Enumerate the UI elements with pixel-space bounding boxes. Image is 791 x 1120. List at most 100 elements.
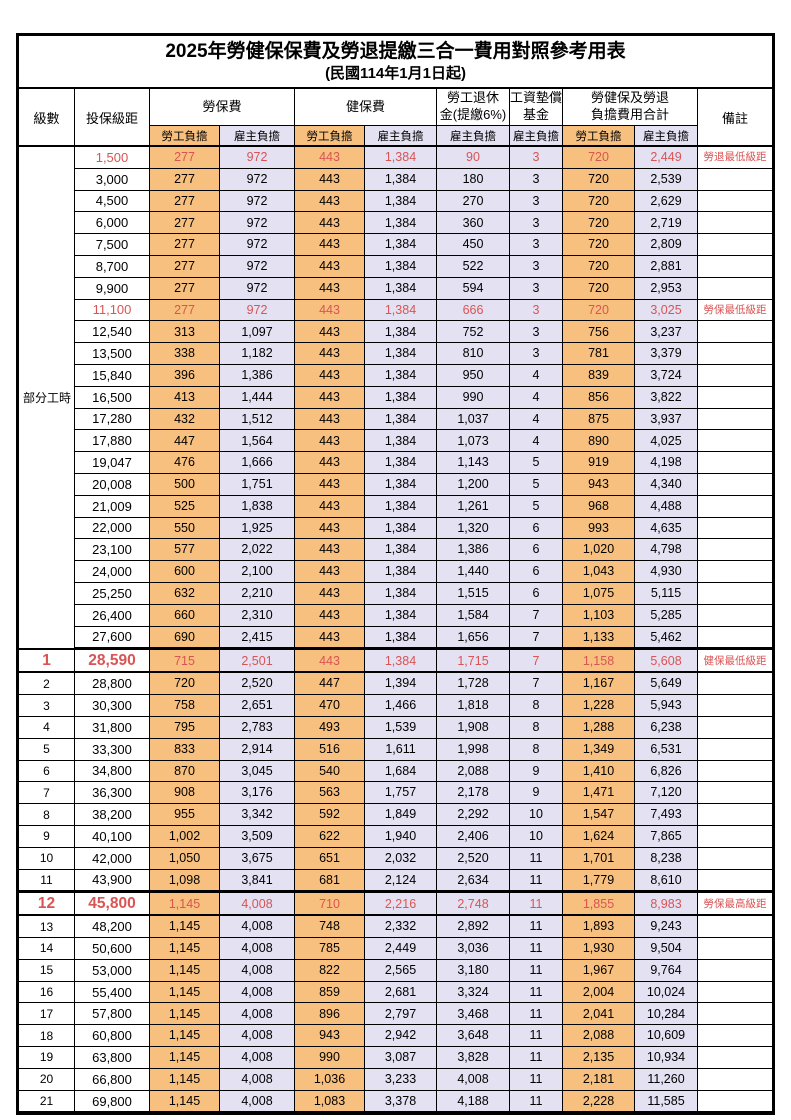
cell-health-employer: 3,233	[365, 1068, 437, 1091]
cell-total-worker: 720	[563, 299, 635, 322]
cell-note	[698, 1003, 772, 1026]
cell-labor-worker: 550	[150, 517, 220, 540]
cell-total-employer: 2,449	[635, 147, 698, 169]
cell-total-worker: 1,701	[563, 847, 635, 870]
cell-health-employer: 1,611	[365, 738, 437, 761]
cell-note: 勞保最低級距	[698, 299, 772, 322]
cell-level	[19, 168, 75, 191]
cell-salary: 36,300	[75, 782, 150, 805]
cell-total-worker: 720	[563, 147, 635, 169]
cell-wage-fund-employer: 11	[510, 869, 563, 892]
cell-labor-worker: 600	[150, 561, 220, 583]
cell-pension-employer: 1,656	[437, 626, 510, 649]
cell-note	[698, 981, 772, 1004]
cell-health-worker: 443	[295, 452, 365, 474]
cell-health-worker: 710	[295, 891, 365, 917]
cell-note	[698, 804, 772, 826]
cell-health-worker: 443	[295, 648, 365, 674]
cell-total-employer: 4,635	[635, 517, 698, 540]
table-row: 3,000 277 972 443 1,384 180 3 720 2,539	[19, 168, 772, 191]
cell-health-worker: 443	[295, 582, 365, 605]
cell-labor-worker: 277	[150, 168, 220, 191]
cell-level	[19, 539, 75, 562]
cell-health-worker: 443	[295, 473, 365, 496]
cell-total-employer: 5,115	[635, 582, 698, 605]
cell-wage-fund-employer: 3	[510, 168, 563, 191]
cell-health-employer: 1,940	[365, 825, 437, 848]
cell-salary: 42,000	[75, 847, 150, 870]
cell-wage-fund-employer: 11	[510, 847, 563, 870]
cell-health-employer: 2,332	[365, 916, 437, 939]
cell-salary: 20,008	[75, 473, 150, 496]
cell-labor-worker: 833	[150, 738, 220, 761]
cell-note	[698, 916, 772, 939]
cell-labor-employer: 1,751	[220, 473, 295, 496]
cell-labor-worker: 715	[150, 648, 220, 674]
cell-wage-fund-employer: 3	[510, 147, 563, 169]
cell-salary: 27,600	[75, 626, 150, 649]
cell-salary: 28,800	[75, 673, 150, 696]
cell-labor-employer: 2,310	[220, 604, 295, 627]
header-fund-line2: 基金	[522, 107, 549, 122]
cell-note	[698, 825, 772, 848]
cell-labor-employer: 2,100	[220, 561, 295, 583]
cell-total-employer: 7,865	[635, 825, 698, 848]
reference-table: 2025年勞健保保費及勞退提繳三合一費用對照參考用表 (民國114年1月1日起)…	[16, 33, 775, 1116]
cell-total-worker: 856	[563, 386, 635, 409]
cell-pension-employer: 3,468	[437, 1003, 510, 1026]
cell-note	[698, 386, 772, 409]
table-row: 17,280 432 1,512 443 1,384 1,037 4 875 3,937	[19, 408, 772, 431]
cell-note	[698, 452, 772, 474]
header-labor-subrow: 勞工負擔 雇主負擔	[150, 126, 294, 145]
cell-level: 10	[19, 847, 75, 870]
cell-level	[19, 408, 75, 431]
cell-level: 1	[19, 648, 75, 674]
cell-note	[698, 364, 772, 387]
cell-labor-employer: 3,509	[220, 825, 295, 848]
cell-labor-worker: 277	[150, 212, 220, 235]
cell-labor-worker: 277	[150, 190, 220, 213]
table-row: 23,100 577 2,022 443 1,384 1,386 6 1,020 4,798	[19, 539, 772, 562]
cell-labor-worker: 396	[150, 364, 220, 387]
cell-labor-worker: 758	[150, 695, 220, 717]
cell-health-employer: 2,565	[365, 959, 437, 982]
cell-wage-fund-employer: 11	[510, 1068, 563, 1091]
header-total-burden: 勞健保及勞退 負擔費用合計 勞工負擔 雇主負擔	[563, 89, 698, 145]
cell-salary: 22,000	[75, 517, 150, 540]
cell-labor-worker: 1,145	[150, 981, 220, 1004]
cell-labor-employer: 1,512	[220, 408, 295, 431]
cell-note	[698, 1090, 772, 1113]
cell-total-worker: 1,624	[563, 825, 635, 848]
table-row: 9 40,100 1,002 3,509 622 1,940 2,406 10 1,624 7,8…	[19, 825, 772, 848]
cell-total-worker: 720	[563, 168, 635, 191]
header-total-burden-label: 勞健保及勞退 負擔費用合計	[563, 89, 697, 126]
cell-labor-worker: 1,002	[150, 825, 220, 848]
cell-health-employer: 2,032	[365, 847, 437, 870]
cell-wage-fund-employer: 9	[510, 782, 563, 805]
cell-level	[19, 343, 75, 365]
cell-pension-employer: 2,748	[437, 891, 510, 917]
cell-total-worker: 1,075	[563, 582, 635, 605]
cell-labor-worker: 1,050	[150, 847, 220, 870]
cell-wage-fund-employer: 5	[510, 473, 563, 496]
cell-labor-employer: 2,022	[220, 539, 295, 562]
table-row: 27,600 690 2,415 443 1,384 1,656 7 1,133 5,462	[19, 626, 772, 649]
cell-labor-employer: 1,182	[220, 343, 295, 365]
cell-total-worker: 1,133	[563, 626, 635, 649]
cell-health-employer: 1,384	[365, 495, 437, 518]
cell-health-worker: 443	[295, 168, 365, 191]
cell-salary: 9,900	[75, 277, 150, 300]
cell-wage-fund-employer: 4	[510, 364, 563, 387]
cell-wage-fund-employer: 11	[510, 1025, 563, 1048]
cell-note	[698, 234, 772, 256]
cell-total-worker: 1,288	[563, 716, 635, 739]
cell-salary: 23,100	[75, 539, 150, 562]
cell-level: 21	[19, 1090, 75, 1113]
table-row: 12 45,800 1,145 4,008 710 2,216 2,748 11 1,855 8,…	[19, 891, 772, 917]
cell-total-employer: 8,238	[635, 847, 698, 870]
cell-note	[698, 1047, 772, 1069]
cell-health-employer: 1,849	[365, 804, 437, 826]
cell-total-employer: 5,943	[635, 695, 698, 717]
cell-salary: 13,500	[75, 343, 150, 365]
cell-wage-fund-employer: 10	[510, 825, 563, 848]
